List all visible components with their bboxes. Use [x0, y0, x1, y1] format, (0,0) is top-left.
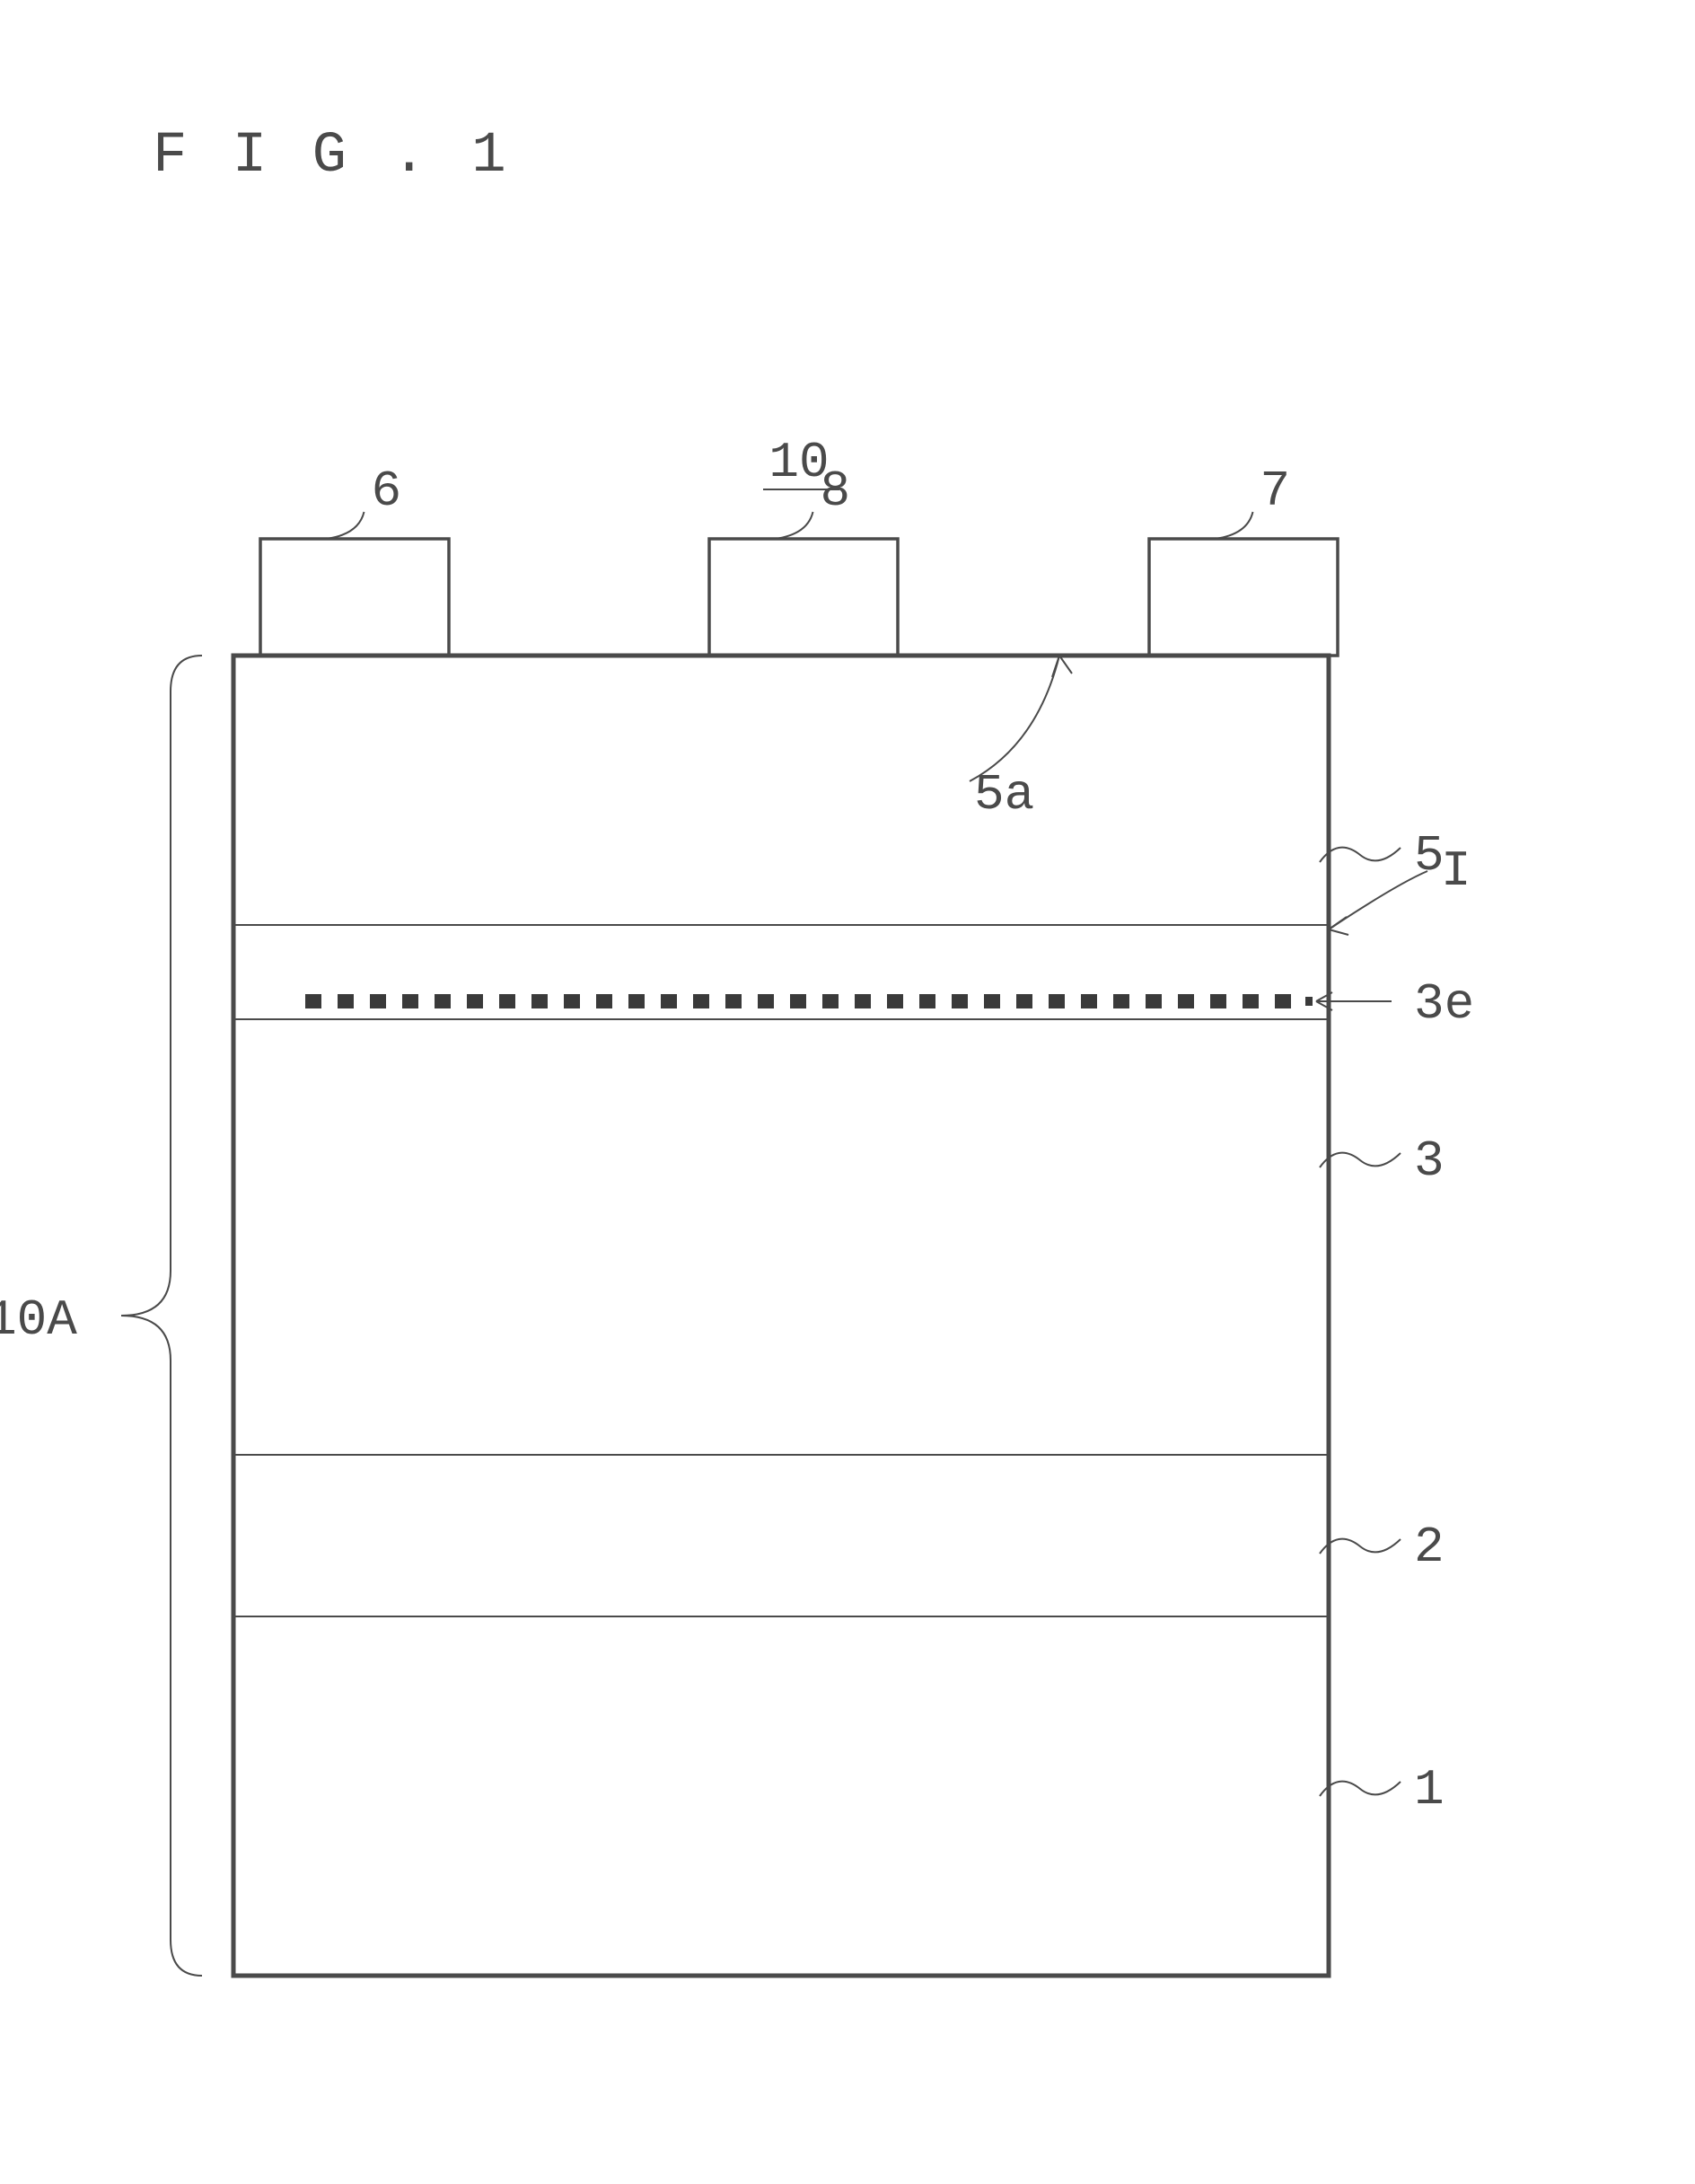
electrode — [709, 539, 898, 656]
figure-canvas: F I G . 1 10 687 5a I 53e321 10A — [0, 0, 1695, 2184]
electrode-label: 6 — [372, 462, 402, 520]
layer-label: 1 — [1414, 1761, 1445, 1819]
layer-label: 2 — [1414, 1519, 1445, 1576]
figure-title: F I G . 1 — [153, 124, 512, 189]
electrodes: 6 8 7 — [260, 462, 1338, 656]
electrode — [1149, 539, 1338, 656]
dashed-interface-line — [305, 994, 1313, 1008]
electrode — [260, 539, 449, 656]
bracket: 10A — [0, 656, 202, 1976]
layer-stack — [233, 656, 1329, 1976]
svg-text:I: I — [1441, 842, 1471, 900]
layer-label: 5 — [1414, 827, 1445, 885]
right-labels: 5 3e 3 2 1 — [1316, 827, 1474, 1819]
layer-label: 3 — [1414, 1132, 1445, 1190]
surface-pointer: 5a — [970, 656, 1072, 823]
interface-pointer: I — [1329, 842, 1471, 935]
electrode-label: 8 — [821, 462, 851, 520]
layer-label: 3e — [1414, 975, 1474, 1033]
electrode-label: 7 — [1260, 462, 1291, 520]
bracket-label: 10A — [0, 1291, 77, 1349]
svg-text:5a: 5a — [974, 766, 1034, 823]
